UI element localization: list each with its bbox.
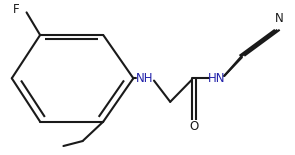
Text: F: F — [13, 3, 19, 16]
Text: HN: HN — [208, 72, 226, 85]
Text: NH: NH — [136, 72, 153, 85]
Text: N: N — [275, 12, 283, 25]
Text: O: O — [189, 120, 199, 133]
